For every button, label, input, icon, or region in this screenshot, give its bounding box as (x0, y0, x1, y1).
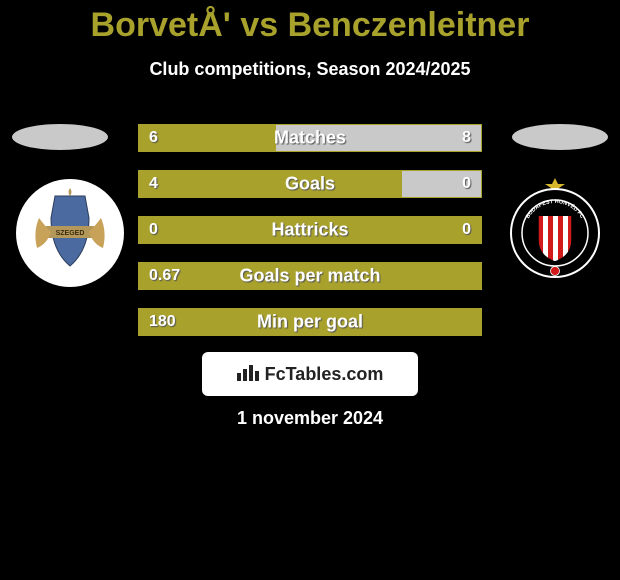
bar-seg-left (139, 125, 276, 151)
comparison-bars: Matches68 Goals40 Hattricks00 Goals per mat… (138, 124, 482, 354)
bar-seg-left (139, 309, 481, 335)
brand-box[interactable]: FcTables.com (202, 352, 418, 396)
club-crest-left: SZEGED (15, 178, 125, 288)
bar-row-min-per-goal: Min per goal180 (138, 308, 482, 336)
bar-seg-right (402, 171, 481, 197)
player-ellipse-right (512, 124, 608, 150)
page-title: BorvetÅ' vs Benczenleitner (0, 0, 620, 45)
crest-left-svg: SZEGED (15, 178, 125, 288)
player-ellipse-left (12, 124, 108, 150)
bar-seg-left (139, 263, 481, 289)
bar-row-goals: Goals40 (138, 170, 482, 198)
bar-row-hattricks: Hattricks00 (138, 216, 482, 244)
club-crest-right: BUDAPEST HONVÉD FC (505, 178, 605, 278)
brand-text: FcTables.com (265, 364, 384, 385)
crest-right-svg: BUDAPEST HONVÉD FC (505, 178, 605, 278)
subtitle: Club competitions, Season 2024/2025 (0, 59, 620, 80)
bar-seg-left (139, 217, 481, 243)
date-text: 1 november 2024 (0, 408, 620, 429)
svg-text:SZEGED: SZEGED (56, 230, 85, 237)
bar-seg-left (139, 171, 402, 197)
bar-seg-right (276, 125, 481, 151)
bar-row-goals-per-match: Goals per match0.67 (138, 262, 482, 290)
bar-row-matches: Matches68 (138, 124, 482, 152)
bars-icon (237, 363, 259, 386)
